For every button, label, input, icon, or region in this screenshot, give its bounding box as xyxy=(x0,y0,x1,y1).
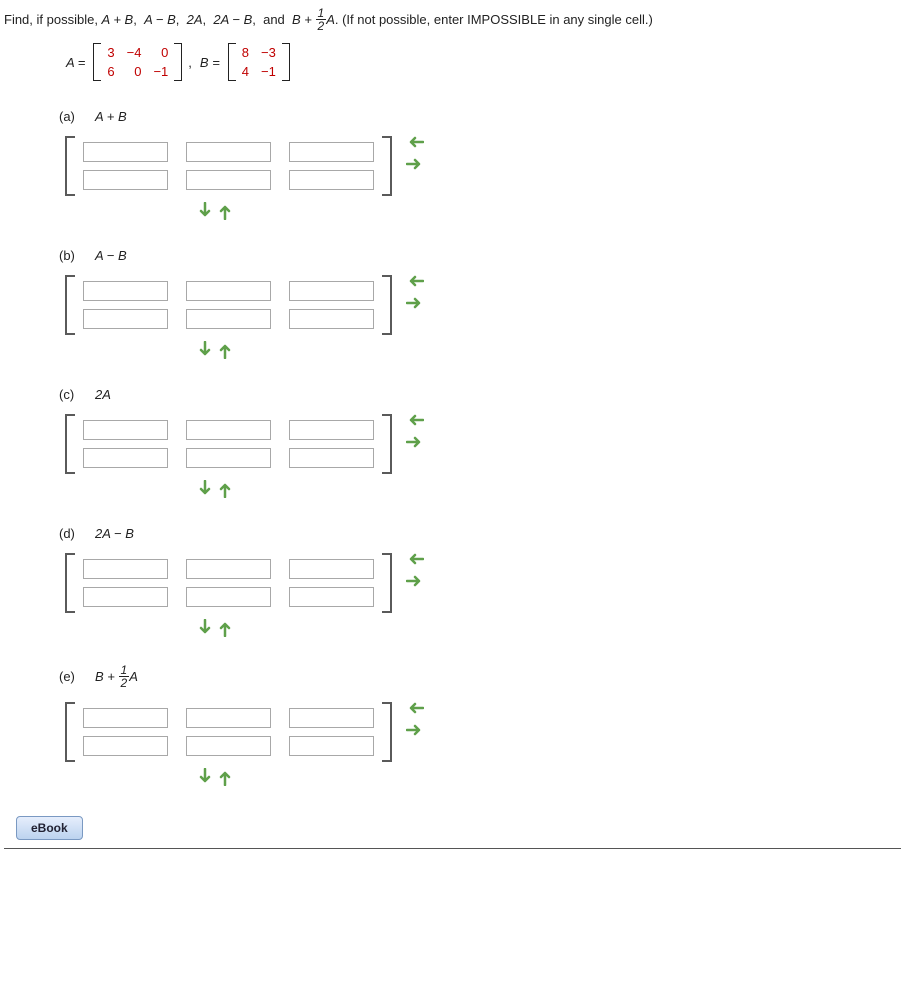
part-label: (c)2A xyxy=(59,387,901,402)
answer-cell[interactable] xyxy=(289,448,374,468)
remove-column-icon[interactable] xyxy=(406,702,424,714)
matrix-a-label: A = xyxy=(66,55,85,70)
remove-column-icon[interactable] xyxy=(406,414,424,426)
answer-cell[interactable] xyxy=(83,559,168,579)
answer-cell[interactable] xyxy=(186,559,271,579)
ebook-button[interactable]: eBook xyxy=(16,816,83,840)
remove-column-icon[interactable] xyxy=(406,275,424,287)
remove-row-icon[interactable] xyxy=(219,619,231,637)
bracket-right-icon xyxy=(382,136,392,196)
answer-cell[interactable] xyxy=(83,587,168,607)
bracket-right-icon xyxy=(382,275,392,335)
part-b: (b)A − B xyxy=(59,248,901,359)
answer-cell[interactable] xyxy=(83,448,168,468)
bracket-left-icon xyxy=(65,136,75,196)
answer-cell[interactable] xyxy=(186,448,271,468)
remove-row-icon[interactable] xyxy=(219,341,231,359)
bracket-left-icon xyxy=(65,553,75,613)
remove-row-icon[interactable] xyxy=(219,202,231,220)
part-a: (a)A + B xyxy=(59,109,901,220)
bracket-left-icon xyxy=(65,414,75,474)
remove-column-icon[interactable] xyxy=(406,136,424,148)
answer-cell[interactable] xyxy=(289,281,374,301)
add-row-icon[interactable] xyxy=(199,341,211,359)
answer-cell[interactable] xyxy=(186,587,271,607)
answer-grid xyxy=(75,553,382,613)
answer-grid xyxy=(75,702,382,762)
bracket-right-icon xyxy=(382,702,392,762)
answer-cell[interactable] xyxy=(289,559,374,579)
answer-cell[interactable] xyxy=(83,309,168,329)
add-row-icon[interactable] xyxy=(199,768,211,786)
bracket-left-icon xyxy=(65,702,75,762)
answer-cell[interactable] xyxy=(289,142,374,162)
add-column-icon[interactable] xyxy=(406,575,424,587)
remove-row-icon[interactable] xyxy=(219,480,231,498)
answer-cell[interactable] xyxy=(186,170,271,190)
part-label: (e)B + 12A xyxy=(59,665,901,690)
answer-cell[interactable] xyxy=(289,170,374,190)
part-e: (e)B + 12A xyxy=(59,665,901,786)
part-label: (b)A − B xyxy=(59,248,901,263)
add-row-icon[interactable] xyxy=(199,202,211,220)
answer-cell[interactable] xyxy=(83,708,168,728)
add-column-icon[interactable] xyxy=(406,724,424,736)
remove-column-icon[interactable] xyxy=(406,553,424,565)
add-column-icon[interactable] xyxy=(406,297,424,309)
answer-cell[interactable] xyxy=(83,281,168,301)
add-row-icon[interactable] xyxy=(199,480,211,498)
matrix-b-label: B = xyxy=(200,55,220,70)
answer-cell[interactable] xyxy=(186,309,271,329)
question-prompt: Find, if possible, A + B, A − B, 2A, 2A … xyxy=(4,8,901,33)
add-column-icon[interactable] xyxy=(406,436,424,448)
answer-cell[interactable] xyxy=(289,708,374,728)
bracket-right-icon xyxy=(382,414,392,474)
matrix-a: 3−40 60−1 xyxy=(93,43,182,81)
answer-cell[interactable] xyxy=(186,736,271,756)
answer-cell[interactable] xyxy=(289,420,374,440)
answer-cell[interactable] xyxy=(186,142,271,162)
matrix-definitions: A = 3−40 60−1 , B = 8−3 4−1 xyxy=(66,43,901,81)
answer-cell[interactable] xyxy=(186,281,271,301)
add-column-icon[interactable] xyxy=(406,158,424,170)
remove-row-icon[interactable] xyxy=(219,768,231,786)
bracket-left-icon xyxy=(65,275,75,335)
add-row-icon[interactable] xyxy=(199,619,211,637)
answer-cell[interactable] xyxy=(83,170,168,190)
answer-cell[interactable] xyxy=(289,587,374,607)
matrix-b: 8−3 4−1 xyxy=(228,43,290,81)
part-c: (c)2A xyxy=(59,387,901,498)
answer-cell[interactable] xyxy=(83,142,168,162)
part-label: (a)A + B xyxy=(59,109,901,124)
answer-cell[interactable] xyxy=(289,309,374,329)
part-label: (d)2A − B xyxy=(59,526,901,541)
answer-cell[interactable] xyxy=(83,420,168,440)
answer-grid xyxy=(75,136,382,196)
answer-cell[interactable] xyxy=(186,708,271,728)
answer-cell[interactable] xyxy=(83,736,168,756)
answer-cell[interactable] xyxy=(289,736,374,756)
part-d: (d)2A − B xyxy=(59,526,901,637)
answer-grid xyxy=(75,275,382,335)
answer-cell[interactable] xyxy=(186,420,271,440)
bracket-right-icon xyxy=(382,553,392,613)
answer-grid xyxy=(75,414,382,474)
